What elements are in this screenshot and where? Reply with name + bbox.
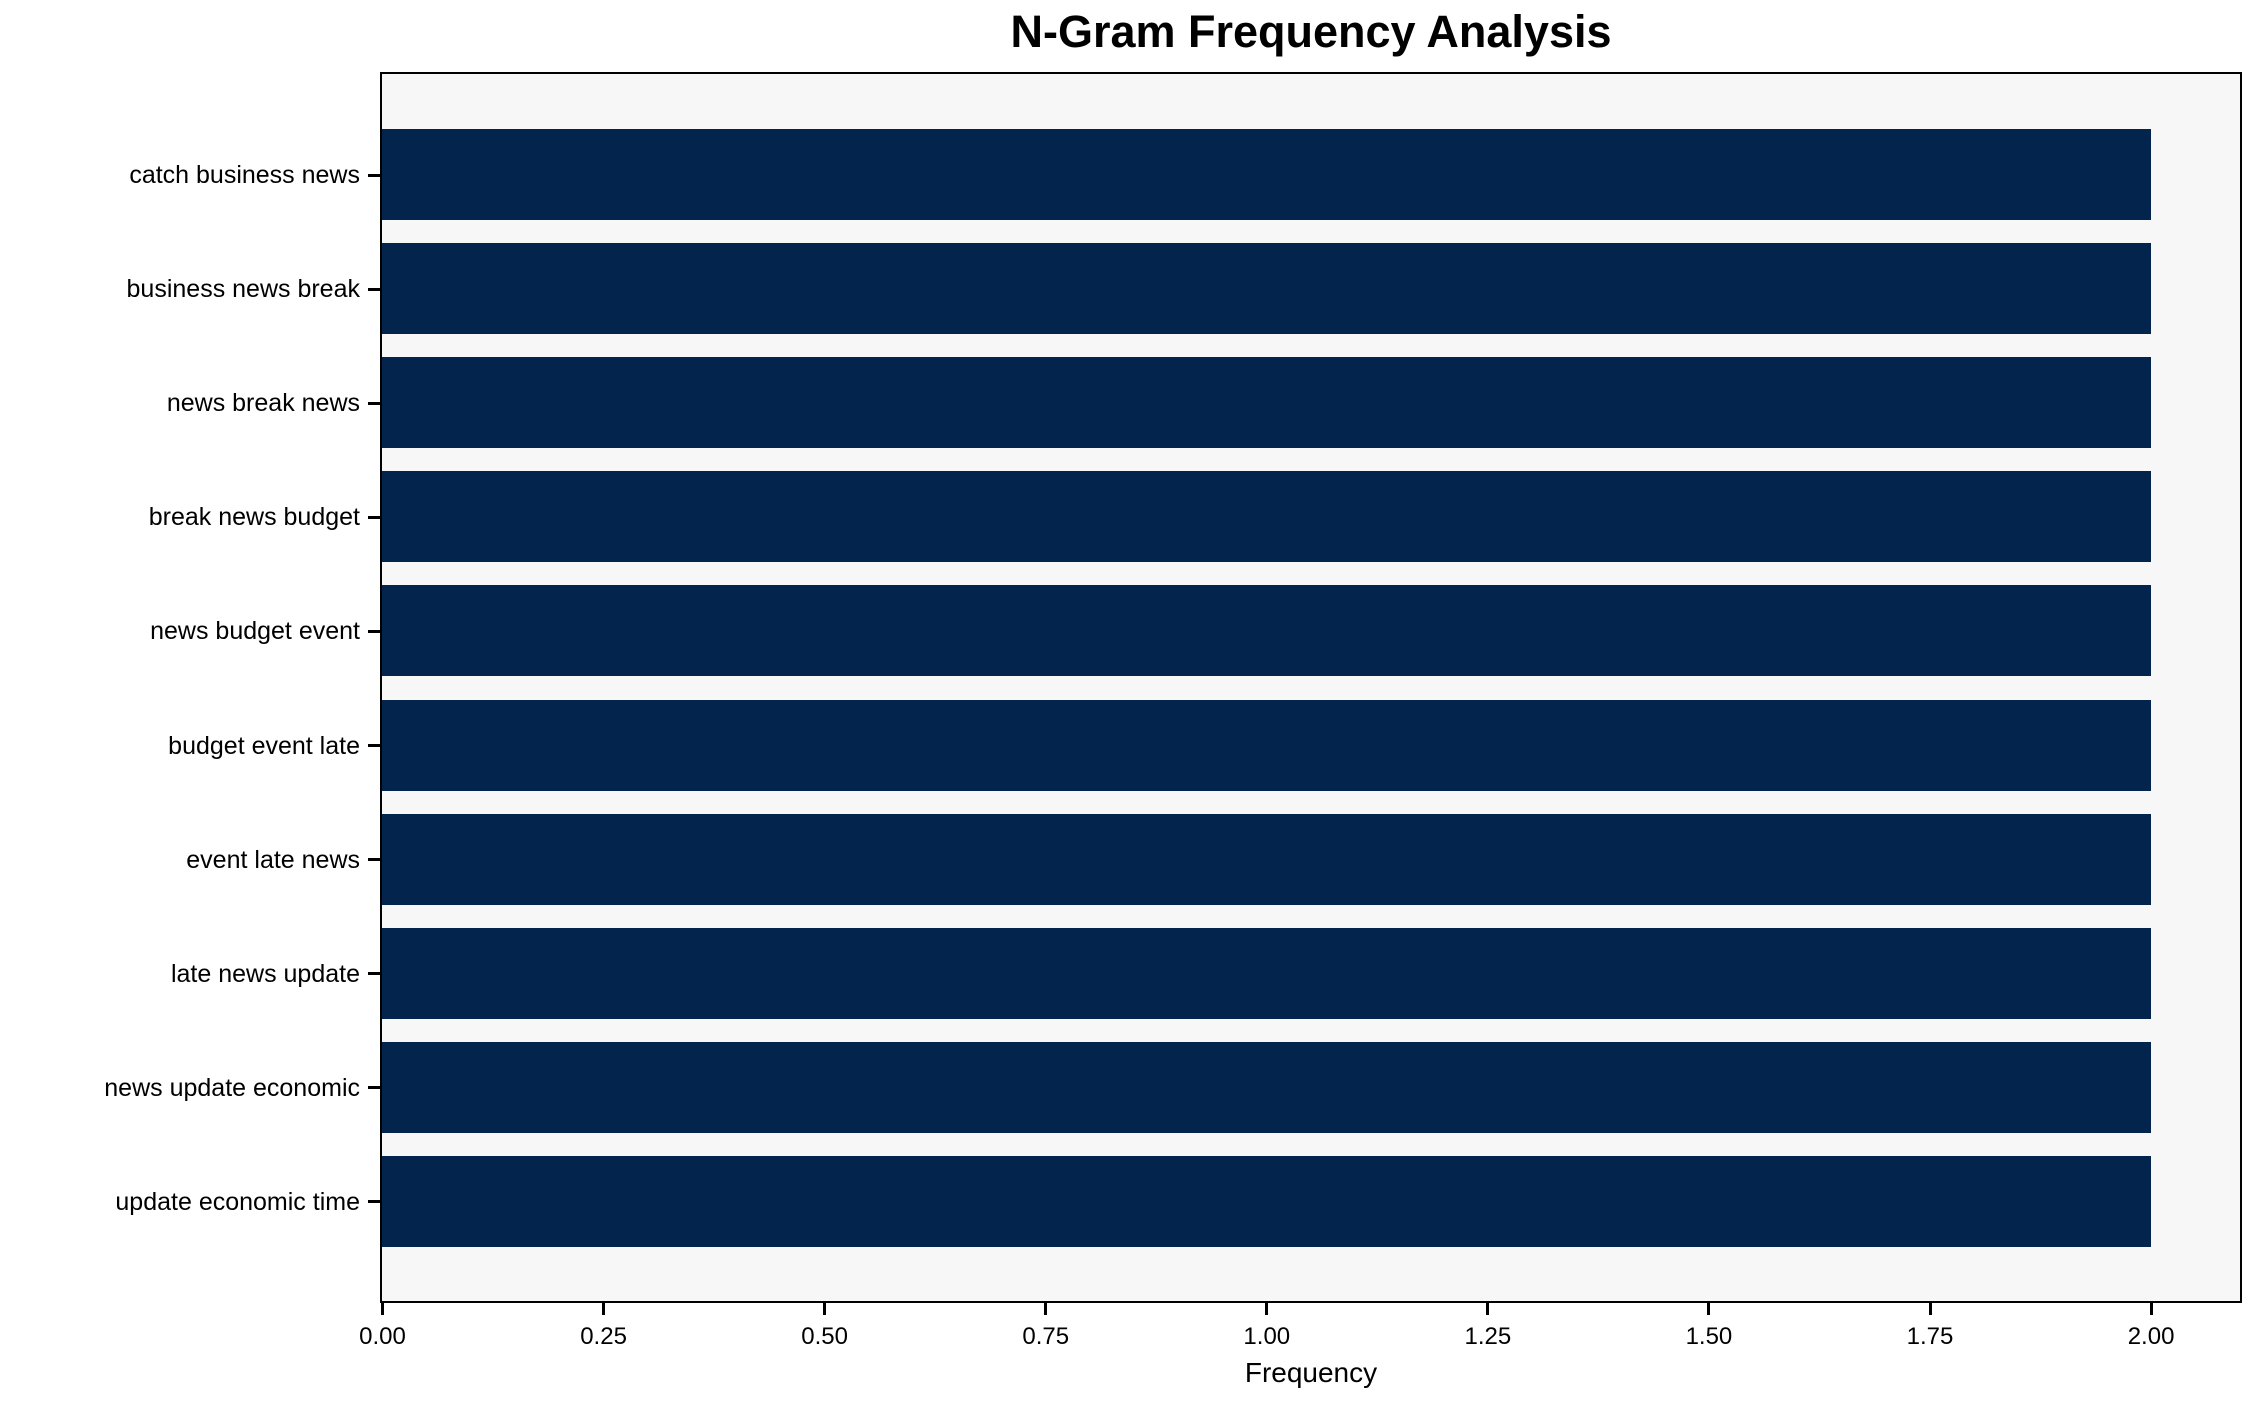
bar	[382, 357, 2151, 449]
chart-title: N-Gram Frequency Analysis	[1010, 6, 1612, 57]
x-tick-label: 1.25	[1464, 1323, 1512, 1350]
x-tick-label: 0.75	[1022, 1323, 1070, 1350]
y-tick-mark	[368, 287, 380, 291]
y-tick-mark	[368, 1086, 380, 1090]
y-tick-label: business news break	[126, 275, 360, 304]
bar	[382, 927, 2151, 1019]
y-tick-mark	[368, 744, 380, 747]
x-axis-label: Frequency	[1244, 1357, 1378, 1388]
x-tick-mark	[1486, 1303, 1490, 1315]
y-tick-label: news update economic	[104, 1073, 360, 1102]
x-tick-label: 0.50	[801, 1323, 848, 1350]
y-tick-label: event late news	[186, 845, 360, 874]
x-tick-label: 0.00	[359, 1323, 406, 1350]
y-tick-mark	[368, 858, 380, 862]
bar	[382, 471, 2151, 563]
x-tick-mark	[381, 1303, 384, 1315]
x-tick-label: 1.00	[1243, 1323, 1291, 1350]
bar	[382, 585, 2151, 677]
y-tick-label: news break news	[166, 389, 360, 418]
bar	[382, 1041, 2151, 1133]
x-tick-mark	[1265, 1303, 1269, 1315]
y-tick-label: late news update	[170, 959, 360, 988]
x-tick-label: 1.50	[1685, 1323, 1733, 1350]
y-tick-label: break news budget	[148, 503, 360, 532]
x-tick-mark	[1044, 1303, 1048, 1315]
plot-area	[380, 72, 2242, 1303]
bar	[382, 699, 2151, 791]
y-tick-label: budget event late	[168, 731, 360, 760]
y-tick-mark	[368, 173, 380, 177]
y-tick-label: catch business news	[129, 161, 360, 189]
x-tick-mark	[2149, 1303, 2153, 1315]
x-tick-label: 2.00	[2127, 1323, 2175, 1350]
x-tick-mark	[1707, 1303, 1711, 1315]
y-tick-mark	[368, 629, 380, 633]
bar	[382, 813, 2151, 905]
y-tick-mark	[368, 972, 380, 976]
x-tick-mark	[823, 1303, 827, 1315]
x-tick-mark	[1928, 1303, 1932, 1315]
y-tick-mark	[368, 401, 380, 405]
x-tick-mark	[602, 1303, 606, 1315]
x-tick-label: 1.75	[1906, 1323, 1954, 1350]
y-tick-mark	[368, 1200, 380, 1204]
bar	[382, 243, 2151, 335]
bar	[382, 129, 2151, 220]
y-tick-mark	[368, 515, 380, 519]
bar	[382, 1155, 2151, 1247]
y-tick-label: news budget event	[150, 617, 360, 646]
x-tick-label: 0.25	[580, 1323, 627, 1350]
y-tick-label: update economic time	[115, 1187, 360, 1216]
